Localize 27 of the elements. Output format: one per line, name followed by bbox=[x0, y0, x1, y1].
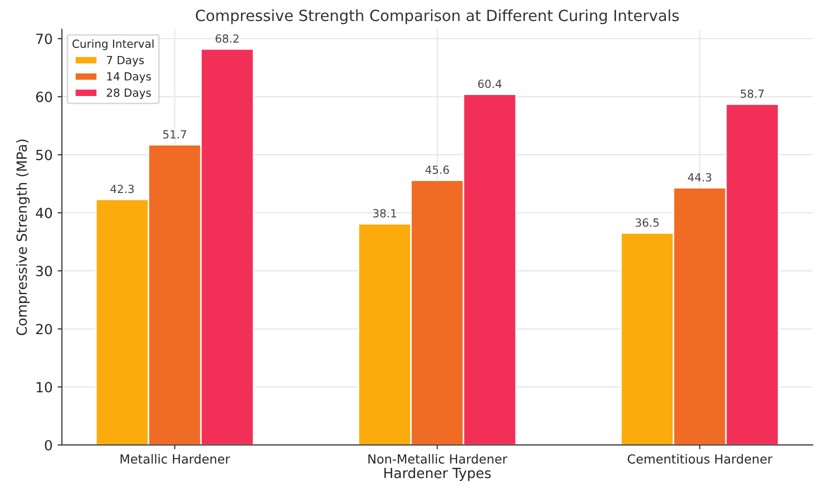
y-tick-label: 20 bbox=[36, 324, 52, 334]
y-tick-label: 40 bbox=[36, 208, 52, 218]
x-tick-label: Metallic Hardener bbox=[120, 454, 230, 464]
data-label: 38.1 bbox=[373, 209, 396, 218]
y-tick-label: 30 bbox=[36, 266, 52, 276]
y-tick-label: 0 bbox=[44, 440, 52, 450]
legend-title: Curing Interval bbox=[72, 39, 154, 50]
y-tick-label: 60 bbox=[36, 92, 52, 102]
data-label: 45.6 bbox=[425, 166, 449, 174]
x-axis-title: Hardener Types bbox=[384, 468, 491, 481]
data-label: 44.3 bbox=[688, 173, 712, 182]
x-tick-label: Non-Metallic Hardener bbox=[368, 454, 508, 464]
y-tick-label: 50 bbox=[36, 150, 52, 160]
data-label: 42.3 bbox=[110, 184, 134, 194]
data-label: 51.7 bbox=[163, 130, 186, 139]
data-label: 36.5 bbox=[636, 218, 659, 227]
data-label: 60.4 bbox=[478, 80, 502, 88]
data-label: 68.2 bbox=[216, 34, 239, 43]
data-label: 58.7 bbox=[740, 90, 764, 98]
legend-label: 28 Days bbox=[106, 88, 151, 100]
chart-title: Compressive Strength Comparison at Different Curing Intervals bbox=[196, 9, 679, 24]
x-tick-label: Cementitious Hardener bbox=[628, 454, 772, 464]
legend-label: 7 Days bbox=[106, 56, 144, 66]
legend-label: 14 Days bbox=[107, 72, 151, 83]
y-tick-label: 70 bbox=[36, 34, 52, 44]
y-axis-title: Compressive Strength (MPa) bbox=[16, 140, 30, 336]
y-tick-label: 10 bbox=[36, 382, 52, 392]
